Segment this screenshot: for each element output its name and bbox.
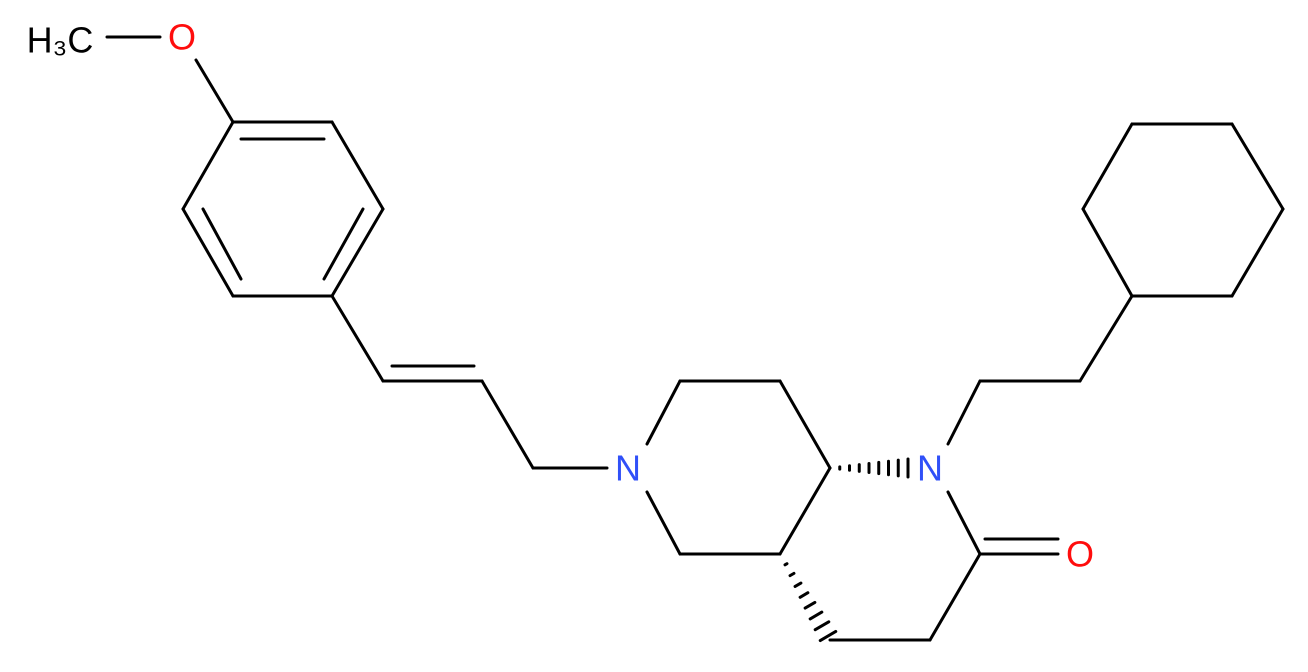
- bond: [1078, 294, 1134, 383]
- hash-stroke: [798, 591, 810, 599]
- bond: [1081, 122, 1134, 211]
- bond: [778, 379, 832, 470]
- bond: [1081, 207, 1134, 298]
- hash-stroke: [783, 562, 789, 567]
- hash-stroke: [803, 600, 817, 610]
- bond: [194, 58, 235, 124]
- hash-stroke: [793, 581, 803, 588]
- bond: [181, 120, 235, 211]
- bond: [645, 379, 682, 446]
- bond: [928, 552, 982, 642]
- hash-stroke: [818, 629, 838, 643]
- bond: [330, 294, 385, 383]
- bond: [1230, 122, 1285, 211]
- atom-label: N: [615, 448, 641, 489]
- bond: [946, 490, 982, 556]
- bond: [330, 207, 385, 298]
- hash-stroke: [813, 620, 831, 632]
- bond: [330, 120, 385, 211]
- atom-label: O: [1066, 534, 1094, 575]
- bond-inner: [322, 207, 365, 281]
- bond: [946, 379, 982, 446]
- hashed-wedges: [783, 457, 910, 643]
- atom-label: O: [168, 17, 196, 58]
- bond: [778, 466, 832, 556]
- bond: [1230, 207, 1285, 298]
- hash-stroke: [788, 571, 796, 578]
- bond: [181, 207, 235, 298]
- atom-label: N: [917, 448, 943, 489]
- hash-stroke: [808, 610, 824, 621]
- bonds: [105, 35, 1285, 642]
- bond-inner: [201, 207, 243, 281]
- bond: [480, 379, 535, 470]
- bond: [645, 490, 682, 556]
- atom-label: H₃C: [27, 20, 94, 61]
